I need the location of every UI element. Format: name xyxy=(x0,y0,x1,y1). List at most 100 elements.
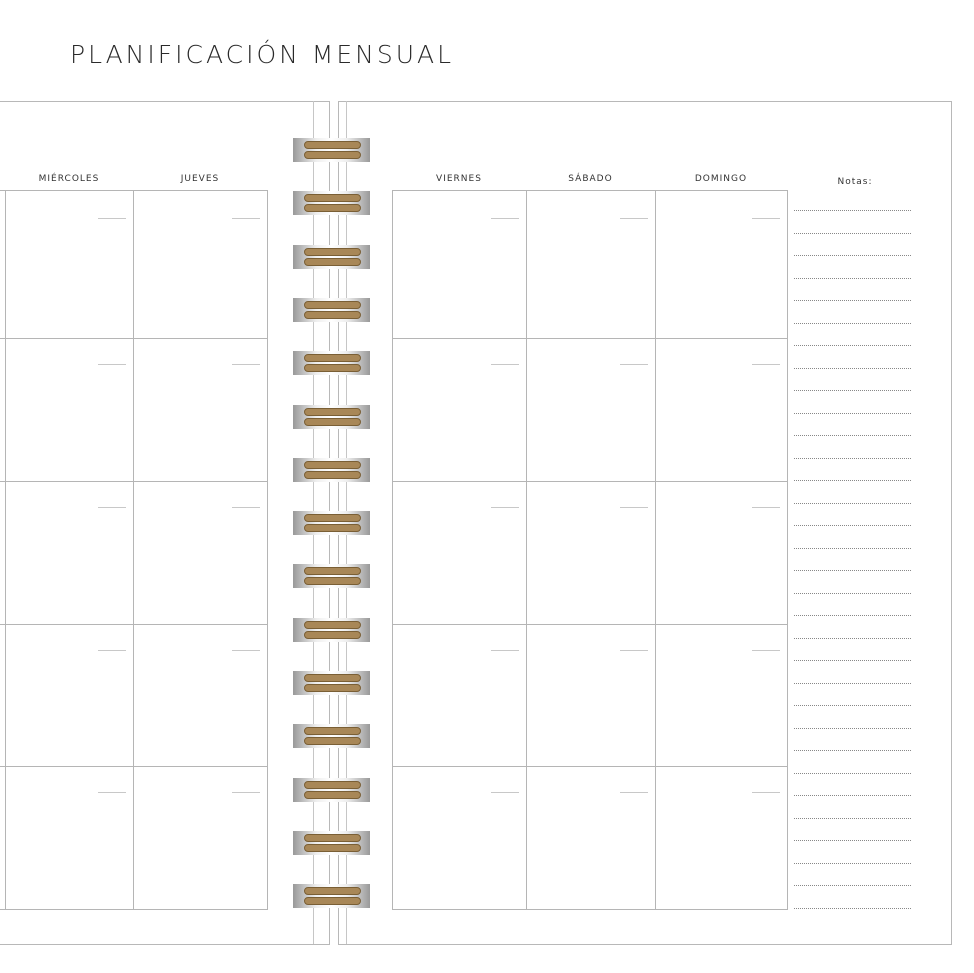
spiral-ring-icon xyxy=(293,724,370,749)
notes-line[interactable] xyxy=(794,817,911,819)
day-cell[interactable] xyxy=(133,624,268,767)
date-line xyxy=(752,218,780,219)
day-cell[interactable] xyxy=(5,338,134,482)
date-line xyxy=(620,650,648,651)
notes-line[interactable] xyxy=(794,480,911,481)
date-line xyxy=(491,364,519,365)
date-line xyxy=(491,507,519,508)
notes-line[interactable] xyxy=(794,367,911,369)
date-line xyxy=(232,364,260,365)
spiral-ring-icon xyxy=(293,777,370,802)
day-cell[interactable] xyxy=(5,190,134,339)
date-line xyxy=(752,507,780,508)
date-line xyxy=(491,792,519,793)
notes-line[interactable] xyxy=(794,210,911,211)
day-cell[interactable] xyxy=(655,766,788,910)
notes-line[interactable] xyxy=(794,885,911,886)
date-line xyxy=(620,364,648,365)
day-cell[interactable] xyxy=(655,624,788,767)
date-line xyxy=(491,650,519,651)
notes-line[interactable] xyxy=(794,232,911,234)
day-header-friday: VIERNES xyxy=(436,174,482,184)
notes-line[interactable] xyxy=(794,592,911,594)
date-line xyxy=(232,507,260,508)
notes-line[interactable] xyxy=(794,255,911,256)
day-cell[interactable] xyxy=(392,481,527,625)
notes-line[interactable] xyxy=(794,300,911,301)
date-line xyxy=(752,364,780,365)
day-cell[interactable] xyxy=(655,338,788,482)
day-cell[interactable] xyxy=(133,766,268,910)
spiral-ring-icon xyxy=(293,297,370,322)
day-cell[interactable] xyxy=(526,481,656,625)
notes-line[interactable] xyxy=(794,547,911,549)
date-line xyxy=(98,792,126,793)
notes-line[interactable] xyxy=(794,390,911,391)
notes-line[interactable] xyxy=(794,727,911,729)
day-cell[interactable] xyxy=(5,766,134,910)
day-cell[interactable] xyxy=(655,190,788,339)
day-cell[interactable] xyxy=(526,338,656,482)
notes-line[interactable] xyxy=(794,907,911,909)
day-cell[interactable] xyxy=(526,190,656,339)
date-line xyxy=(752,792,780,793)
day-cell[interactable] xyxy=(133,481,268,625)
notes-line[interactable] xyxy=(794,840,911,841)
spiral-ring-icon xyxy=(293,351,370,376)
day-cell[interactable] xyxy=(5,481,134,625)
notes-line[interactable] xyxy=(794,570,911,571)
spiral-ring-icon xyxy=(293,617,370,642)
day-cell[interactable] xyxy=(655,481,788,625)
spiral-ring-icon xyxy=(293,671,370,695)
spiral-ring-icon xyxy=(293,884,370,909)
day-header-sunday: DOMINGO xyxy=(694,174,748,184)
notes-line[interactable] xyxy=(794,795,911,796)
day-cell[interactable] xyxy=(392,766,527,910)
spiral-ring-icon xyxy=(293,830,370,855)
page-title: PLANIFICACIÓN MENSUAL xyxy=(70,40,455,69)
notes-line[interactable] xyxy=(794,682,911,684)
date-line xyxy=(620,507,648,508)
date-line xyxy=(232,218,260,219)
notes-line[interactable] xyxy=(794,862,911,864)
notes-line[interactable] xyxy=(794,322,911,324)
day-header-thursday: JUEVES xyxy=(180,174,220,184)
day-header-saturday: SÁBADO xyxy=(568,174,613,184)
spiral-ring-icon xyxy=(293,138,370,162)
notes-line[interactable] xyxy=(794,637,911,639)
notes-line[interactable] xyxy=(794,502,911,504)
notes-line[interactable] xyxy=(794,277,911,279)
spiral-ring-icon xyxy=(293,457,370,482)
notes-line[interactable] xyxy=(794,412,911,414)
notes-line[interactable] xyxy=(794,705,911,706)
day-cell[interactable] xyxy=(392,190,527,339)
date-line xyxy=(98,507,126,508)
notes-line[interactable] xyxy=(794,750,911,751)
day-cell[interactable] xyxy=(133,338,268,482)
day-cell[interactable] xyxy=(526,766,656,910)
notes-line[interactable] xyxy=(794,525,911,526)
day-cell[interactable] xyxy=(5,624,134,767)
date-line xyxy=(98,364,126,365)
date-line xyxy=(232,650,260,651)
notes-line[interactable] xyxy=(794,772,911,774)
notes-line[interactable] xyxy=(794,660,911,661)
notes-line[interactable] xyxy=(794,435,911,436)
notes-label: Notas: xyxy=(837,177,873,187)
notes-line[interactable] xyxy=(794,457,911,459)
day-cell[interactable] xyxy=(392,338,527,482)
day-cell[interactable] xyxy=(133,190,268,339)
notes-line[interactable] xyxy=(794,345,911,346)
day-cell[interactable] xyxy=(526,624,656,767)
date-line xyxy=(620,792,648,793)
right-page xyxy=(338,101,952,945)
spiral-ring-icon xyxy=(293,564,370,589)
spiral-ring-icon xyxy=(293,191,370,216)
date-line xyxy=(232,792,260,793)
day-cell[interactable] xyxy=(392,624,527,767)
day-header-wednesday: MIÉRCOLES xyxy=(38,174,100,184)
spiral-ring-icon xyxy=(293,404,370,429)
spiral-ring-icon xyxy=(293,244,370,269)
date-line xyxy=(491,218,519,219)
notes-line[interactable] xyxy=(794,615,911,616)
